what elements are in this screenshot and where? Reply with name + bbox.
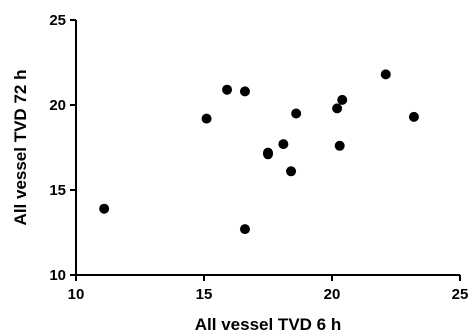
data-point — [337, 94, 348, 105]
x-tick-label: 15 — [196, 286, 213, 303]
data-point — [239, 224, 250, 235]
data-point — [99, 203, 110, 214]
y-tick-label: 10 — [49, 267, 66, 284]
x-tick-label: 25 — [452, 286, 469, 303]
data-point — [278, 139, 289, 150]
axes — [75, 20, 460, 276]
y-axis-ticks: 10 15 20 25 — [49, 12, 76, 284]
data-point — [201, 113, 212, 124]
x-axis-title: All vessel TVD 6 h — [195, 315, 341, 334]
y-tick-label: 20 — [49, 97, 66, 114]
data-point — [380, 69, 391, 80]
data-point — [334, 140, 345, 151]
y-axis-title: All vessel TVD 72 h — [11, 70, 30, 226]
data-point — [291, 108, 302, 119]
data-point — [332, 103, 343, 114]
data-point — [408, 111, 419, 122]
data-point — [286, 166, 297, 177]
data-point — [222, 84, 233, 95]
x-axis-ticks: 10 15 20 25 — [68, 275, 469, 303]
x-tick-label: 10 — [68, 286, 85, 303]
data-points — [99, 69, 419, 235]
y-tick-label: 25 — [49, 12, 66, 29]
y-tick-label: 15 — [49, 182, 66, 199]
x-tick-label: 20 — [324, 286, 341, 303]
data-point — [239, 86, 250, 97]
data-point — [263, 149, 273, 160]
